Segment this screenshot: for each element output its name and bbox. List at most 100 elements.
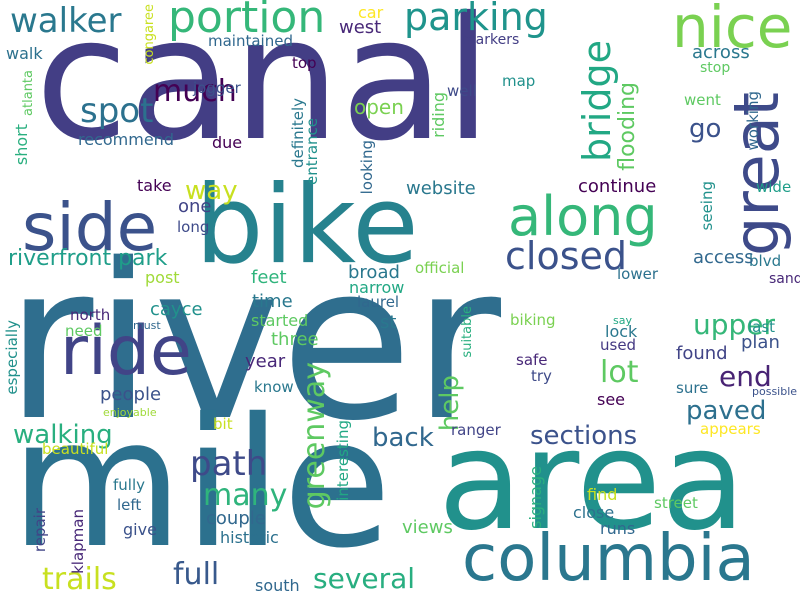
word-canal: canal — [35, 0, 492, 179]
word-biking: biking — [510, 311, 556, 329]
word-spot: spot — [80, 91, 154, 131]
word-well: well — [447, 82, 477, 100]
word-must: must — [133, 319, 161, 332]
word-car: car — [358, 3, 384, 22]
word-way: way — [185, 176, 238, 206]
word-sand: sand — [769, 271, 800, 287]
word-appears: appears — [700, 420, 761, 438]
word-upper: upper — [693, 308, 776, 341]
word-paved: paved — [686, 396, 767, 426]
word-sections: sections — [530, 421, 638, 451]
word-walking: walking — [13, 420, 113, 450]
word-close: close — [573, 503, 615, 522]
word-runs: runs — [600, 519, 636, 538]
word-side: side — [22, 189, 158, 266]
word-sure: sure — [676, 379, 709, 397]
word-st: st — [380, 312, 397, 333]
word-plan: plan — [741, 332, 780, 353]
word-entrance: entrance — [303, 118, 321, 185]
word-bridge: bridge — [575, 40, 619, 162]
word-found: found — [676, 343, 728, 364]
word-year: year — [245, 351, 286, 372]
word-continue: continue — [578, 176, 657, 197]
word-cayce: cayce — [150, 299, 203, 320]
word-atlanta: atlanta — [21, 70, 36, 116]
word-ranger: ranger — [451, 421, 501, 439]
word-feet: feet — [251, 267, 287, 288]
word-left: left — [117, 496, 142, 514]
word-went: went — [684, 91, 721, 109]
word-looking: looking — [358, 140, 376, 195]
word-trails: trails — [42, 562, 117, 597]
word-flooding: flooding — [615, 82, 640, 171]
word-give: give — [123, 520, 157, 539]
word-jogger: jogger — [193, 79, 241, 97]
word-west: west — [339, 17, 382, 38]
word-go: go — [689, 114, 722, 144]
word-river: river — [5, 217, 502, 468]
word-much: much — [153, 74, 237, 109]
word-ride: ride — [60, 312, 192, 391]
word-blvd: blvd — [749, 252, 782, 270]
word-people: people — [100, 384, 162, 405]
word-one: one — [178, 196, 212, 217]
word-seeing: seeing — [698, 181, 716, 231]
word-bit: bit — [213, 415, 233, 433]
word-closed: closed — [505, 234, 627, 278]
word-long: long — [177, 218, 210, 236]
word-mile: mile — [10, 380, 392, 587]
word-path: path — [190, 444, 268, 484]
word-especially: especially — [3, 320, 21, 395]
word-fully: fully — [113, 476, 145, 494]
word-walker: walker — [10, 1, 122, 41]
word-bike: bike — [195, 163, 419, 288]
word-portion: portion — [168, 0, 326, 43]
word-website: website — [406, 178, 476, 199]
word-official: official — [415, 259, 465, 277]
word-due: due — [212, 133, 243, 152]
word-congaree: congaree — [142, 4, 157, 65]
word-south: south — [255, 576, 300, 595]
word-full: full — [173, 557, 220, 592]
word-recommend: recommend — [78, 130, 174, 149]
word-time: time — [252, 291, 293, 312]
word-last: last — [748, 318, 776, 336]
word-street: street — [654, 494, 698, 512]
word-couple: couple — [206, 508, 266, 529]
word-several: several — [313, 562, 416, 595]
word-safe: safe — [516, 351, 548, 369]
word-lot: lot — [600, 355, 639, 390]
word-nice: nice — [672, 0, 793, 61]
word-see: see — [597, 390, 626, 409]
word-three: three — [271, 329, 319, 350]
word-beautiful: beautiful — [42, 440, 109, 458]
word-possible: possible — [752, 385, 798, 398]
word-started: started — [251, 311, 309, 330]
word-historic: historic — [220, 528, 279, 547]
word-short: short — [12, 124, 31, 166]
word-maintained: maintained — [208, 32, 293, 50]
word-lower: lower — [617, 265, 659, 283]
word-markers: markers — [462, 32, 520, 48]
word-columbia: columbia — [462, 522, 755, 596]
word-many: many — [203, 478, 288, 513]
word-stop: stop — [700, 60, 731, 76]
word-repair: repair — [31, 508, 49, 553]
word-working: working — [744, 91, 762, 151]
word-end: end — [719, 360, 772, 393]
word-narrow: narrow — [349, 278, 405, 297]
word-top: top — [292, 54, 317, 72]
word-views: views — [402, 517, 453, 538]
word-used: used — [600, 336, 637, 354]
word-greenway: greenway — [297, 362, 332, 510]
word-know: know — [254, 378, 294, 396]
word-walk: walk — [6, 44, 43, 63]
word-north: north — [70, 306, 111, 324]
word-along: along — [508, 185, 658, 248]
word-area: area — [438, 400, 746, 561]
word-open: open — [354, 95, 404, 119]
word-signage: signage — [526, 466, 545, 529]
word-interesting: interesting — [334, 420, 352, 501]
word-enjoyable: enjoyable — [103, 406, 157, 419]
